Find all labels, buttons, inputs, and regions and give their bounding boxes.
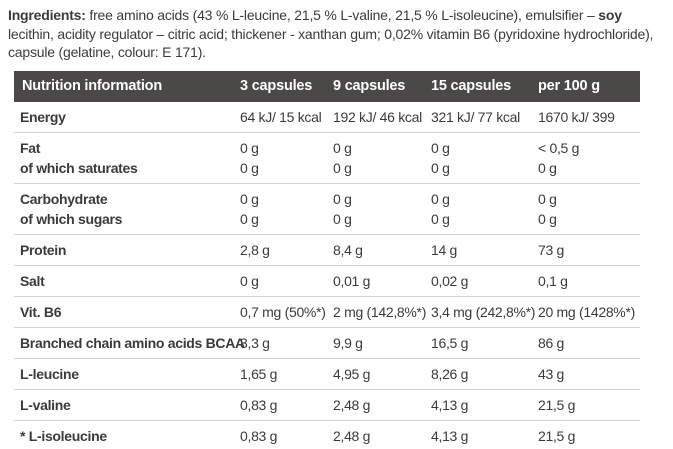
ingredients-paragraph: Ingredients: free amino acids (43 % L-le… [0,0,666,62]
table-row: L-valine 0,83 g 2,48 g 4,13 g 21,5 g [14,389,640,420]
header-cell: per 100 g [538,70,640,102]
row-value: 21,5 g [538,427,576,444]
row-label: Branched chain amino acids BCAA [20,334,245,351]
table-row: Energy 64 kJ/ 15 kcal 192 kJ/ 46 kcal 321 k… [14,102,640,132]
header-cell: 15 capsules [431,70,538,102]
row-value: 0,01 g [333,272,371,289]
row-value: 73 g [538,241,565,258]
row-value: 16,5 g [431,334,469,351]
row-value: 2,8 g [240,241,270,258]
row-value: 321 kJ/ 77 kcal [431,108,520,125]
row-value: 2,48 g [333,427,371,444]
row-value: 0,1 g [538,272,568,289]
row-label: Vit. B6 [20,303,62,320]
row-value: 8,4 g [333,241,363,258]
row-value: 192 kJ/ 46 kcal [333,108,422,125]
header-cell: 3 capsules [240,70,333,102]
nutrition-table-header: Nutrition information 3 capsules 9 capsule… [14,70,640,102]
table-row: Vit. B6 0,7 mg (50%*) 2 mg (142,8%*) 3,4 mg… [14,296,640,327]
table-row: Salt 0 g 0,01 g 0,02 g 0,1 g [14,265,640,296]
table-row: L-leucine 1,65 g 4,95 g 8,26 g 43 g [14,358,640,389]
row-label: L-valine [20,396,71,413]
row-label: Carbohydrate of which sugars [20,190,123,227]
row-value: 8,26 g [431,365,469,382]
row-value: 9,9 g [333,334,363,351]
table-row: Branched chain amino acids BCAA 3,3 g 9,9 … [14,327,640,358]
row-value: 0,7 mg (50%*) [240,303,326,320]
ingredients-segment: free amino acids (43 % L-leucine, 21,5 %… [85,7,599,23]
nutrition-table: Nutrition information 3 capsules 9 capsule… [14,70,640,449]
ingredients-segment: lecithin, acidity regulator – citric aci… [8,25,654,61]
row-label: Energy [20,108,66,125]
ingredients-segment: Ingredients: [8,7,86,23]
row-value: 0,02 g [431,272,469,289]
row-value: 20 mg (1428%*) [538,303,635,320]
row-value: 21,5 g [538,396,576,413]
row-value: 2 mg (142,8%*) [333,303,427,320]
nutrition-table-body: Energy 64 kJ/ 15 kcal 192 kJ/ 46 kcal 321 k… [14,102,640,449]
row-value: 4,13 g [431,396,469,413]
row-value: 43 g [538,365,565,382]
row-value: 1,65 g [240,365,278,382]
ingredients-segment: soy [598,7,622,23]
header-cell: 9 capsules [333,70,431,102]
row-value: 0 g [240,272,259,289]
header-row: Nutrition information 3 capsules 9 capsule… [14,70,640,102]
row-value: 3,4 mg (242,8%*) [431,303,536,320]
row-value: 3,3 g [240,334,270,351]
row-value: 0,83 g [240,396,278,413]
row-value: 86 g [538,334,565,351]
row-label: Fat of which saturates [20,139,138,176]
row-value: 4,95 g [333,365,371,382]
row-value: 4,13 g [431,427,469,444]
row-value: 14 g [431,241,458,258]
table-row: * L-isoleucine 0,83 g 2,48 g 4,13 g 21,5 g [14,420,640,449]
row-value: 64 kJ/ 15 kcal [240,108,322,125]
row-label: L-leucine [20,365,79,382]
row-value: 2,48 g [333,396,371,413]
row-value: 1670 kJ/ 399 [538,108,615,125]
row-label: Protein [20,241,67,258]
row-label: Salt [20,272,45,289]
header-cell-label: Nutrition information [14,70,240,102]
table-row: Protein 2,8 g 8,4 g 14 g 73 g [14,234,640,265]
row-label: * L-isoleucine [20,427,107,444]
row-value: 0,83 g [240,427,278,444]
